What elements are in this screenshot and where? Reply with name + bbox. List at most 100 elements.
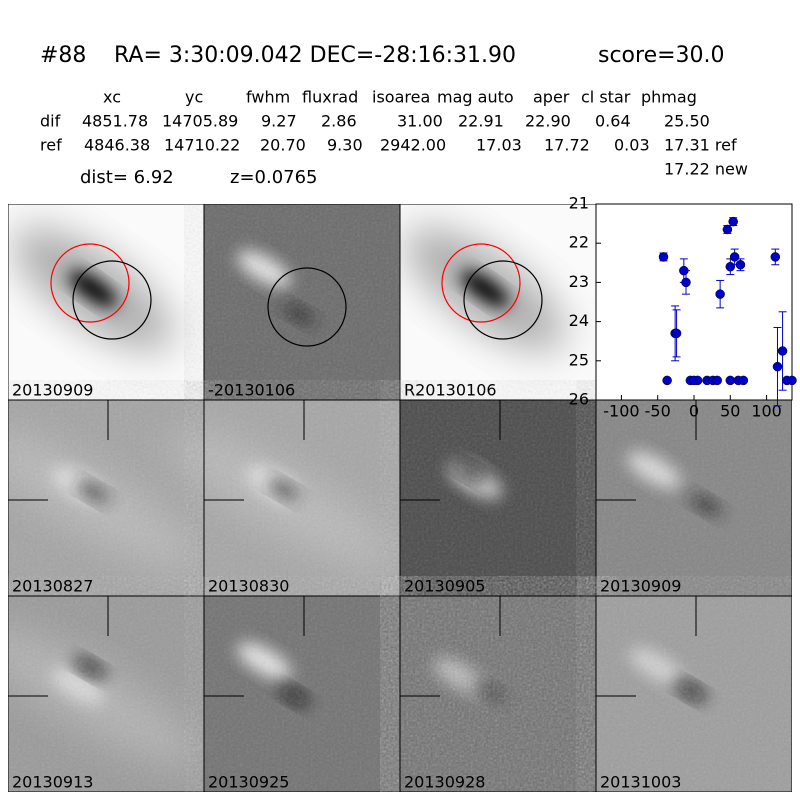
noise — [596, 400, 792, 596]
stamp-label: 20130909 — [12, 381, 93, 400]
plot-area — [595, 203, 793, 401]
table-cell: 4851.78 — [82, 112, 148, 131]
candidate-id: #88 — [40, 43, 86, 68]
data-point — [772, 361, 783, 372]
table-cell: 17.31 ref — [664, 136, 737, 155]
galaxy-core — [69, 270, 117, 308]
table-cell: 0.64 — [595, 112, 631, 131]
image-stamp — [203, 204, 401, 401]
column-header: mag auto — [437, 88, 514, 107]
image-stamp — [399, 595, 597, 792]
galaxy-core — [461, 270, 509, 308]
y-tick-label: 22 — [569, 233, 589, 252]
table-cell: 14710.22 — [164, 136, 240, 155]
data-point — [735, 260, 746, 270]
image-stamp — [8, 204, 205, 401]
table-cell: 20.70 — [260, 136, 306, 155]
noise — [400, 400, 596, 596]
image-stamp — [8, 399, 205, 597]
data-point — [729, 252, 740, 262]
redshift: z=0.0765 — [230, 167, 318, 188]
data-point — [725, 375, 736, 386]
image-stamp — [595, 399, 792, 597]
image-stamp — [595, 595, 792, 792]
table-cell: 0.03 — [614, 136, 650, 155]
aperture-circle — [50, 243, 130, 323]
data-point — [692, 375, 703, 386]
noise — [596, 596, 792, 792]
noise — [204, 596, 400, 792]
stamp-label: R20130106 — [404, 381, 497, 400]
coordinates: RA= 3:30:09.042 DEC=-28:16:31.90 — [114, 43, 516, 68]
noise — [8, 596, 204, 792]
stamp-label: 20131003 — [600, 773, 681, 792]
y-tick-label: 26 — [569, 390, 589, 409]
stamp-label: 20130830 — [208, 577, 289, 596]
data-point — [662, 375, 672, 386]
data-point — [722, 224, 733, 235]
y-tick-label: 24 — [569, 311, 589, 330]
x-tick-label: 0 — [689, 402, 699, 421]
data-point — [715, 289, 725, 299]
image-stamp — [203, 595, 401, 792]
aperture-circle — [463, 260, 543, 340]
column-header: cl star — [581, 88, 631, 107]
stamp-label: 20130905 — [404, 577, 485, 596]
data-point — [777, 346, 788, 356]
table-cell: 22.91 — [458, 112, 504, 131]
column-header: xc — [103, 88, 121, 107]
data-point — [728, 216, 738, 227]
data-point — [770, 252, 781, 262]
x-tick-label: 50 — [720, 402, 740, 421]
x-tick-label: -100 — [603, 402, 639, 421]
data-point — [681, 277, 691, 288]
data-point — [712, 375, 722, 386]
y-tick-label: 25 — [569, 350, 589, 369]
aperture-circle — [441, 243, 521, 323]
table-cell: 17.72 — [544, 136, 590, 155]
column-header: yc — [185, 88, 203, 107]
table-cell: 22.90 — [525, 112, 571, 131]
image-stamp — [399, 204, 597, 401]
table-cell: 14705.89 — [162, 112, 238, 131]
table-cell: 25.50 — [664, 112, 710, 131]
stamp-label: -20130106 — [208, 381, 295, 400]
stamp-label: 20130827 — [12, 577, 93, 596]
column-header: aper — [533, 88, 570, 107]
stamp-label: 20130928 — [404, 773, 485, 792]
x-tick-label: -50 — [645, 402, 671, 421]
table-cell: 4846.38 — [84, 136, 150, 155]
table-cell: ref — [40, 136, 62, 155]
table-cell: 31.00 — [397, 112, 443, 131]
stamp-border — [595, 595, 792, 792]
data-point — [658, 252, 669, 262]
y-tick-label: 21 — [569, 194, 589, 213]
stamp-label: 20130925 — [208, 773, 289, 792]
stamp-label: 20130913 — [12, 773, 93, 792]
column-header: fwhm — [246, 88, 290, 107]
noise — [204, 204, 400, 400]
table-cell: 2942.00 — [380, 136, 446, 155]
image-stamp — [8, 595, 205, 792]
table-cell: 9.30 — [327, 136, 363, 155]
table-note: 17.22 new — [664, 160, 748, 179]
data-point — [738, 375, 749, 386]
data-point — [725, 261, 736, 272]
noise — [204, 400, 400, 596]
table-cell: dif — [40, 112, 61, 131]
data-point — [787, 375, 797, 386]
table-cell: 2.86 — [321, 112, 357, 131]
column-header: isoarea — [372, 88, 430, 107]
data-point — [671, 328, 682, 339]
column-header: phmag — [641, 88, 697, 107]
image-stamp — [170, 399, 401, 597]
aperture-circle — [267, 267, 347, 347]
aperture-circle — [72, 260, 152, 340]
score: score=30.0 — [598, 43, 725, 68]
image-stamp — [399, 399, 597, 597]
table-cell: 9.27 — [261, 112, 297, 131]
column-header: fluxrad — [302, 88, 358, 107]
noise — [8, 400, 204, 596]
table-cell: 17.03 — [476, 136, 522, 155]
